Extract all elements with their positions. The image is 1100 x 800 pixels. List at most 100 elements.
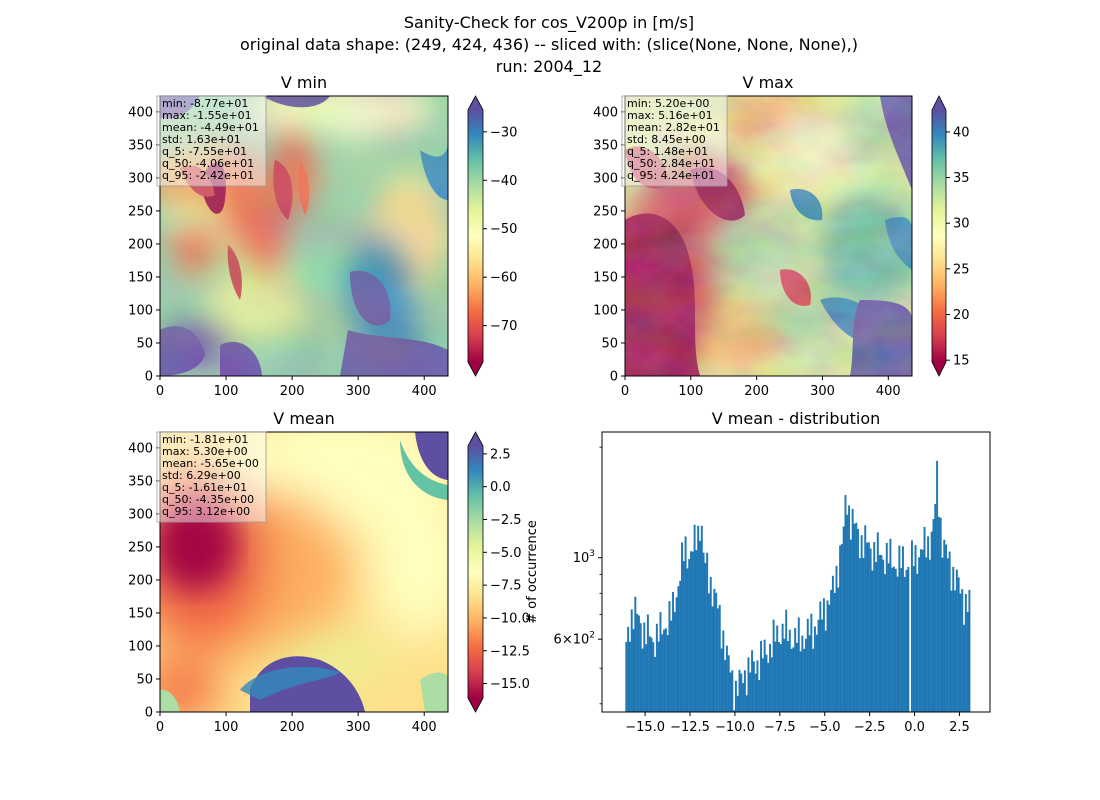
histogram-bar bbox=[882, 559, 885, 712]
histogram-bar bbox=[817, 619, 820, 712]
histogram-bar bbox=[760, 640, 763, 712]
y-tick-label: 200 bbox=[128, 237, 153, 252]
histogram-bar bbox=[673, 611, 676, 712]
histogram-bar bbox=[747, 657, 750, 712]
histogram-bar bbox=[941, 557, 944, 712]
panel-title: V min bbox=[281, 73, 327, 92]
plot-frame bbox=[159, 431, 449, 713]
histogram-bar bbox=[743, 670, 746, 712]
histogram-bar bbox=[745, 695, 748, 712]
histogram-bar bbox=[893, 566, 895, 712]
histogram-bar bbox=[869, 548, 872, 712]
colorbar-tick-label: 30 bbox=[953, 217, 970, 232]
stat-line: max: 5.30e+00 bbox=[162, 445, 248, 458]
histogram-bar bbox=[937, 516, 940, 712]
y-tick-label: 0 bbox=[610, 370, 618, 385]
histogram-bar bbox=[928, 559, 931, 712]
y-tick-label: 400 bbox=[128, 105, 153, 120]
histogram-bar bbox=[819, 601, 822, 712]
y-tick-label: 250 bbox=[128, 540, 153, 555]
y-tick-label: 400 bbox=[128, 441, 153, 456]
histogram-bar bbox=[670, 620, 673, 712]
x-tick-label: 400 bbox=[876, 384, 901, 399]
panel-title: V max bbox=[743, 73, 794, 92]
x-axis-ticks: 0 100 200 300 400 bbox=[156, 712, 437, 735]
histogram-bar bbox=[779, 644, 782, 712]
histogram-bar bbox=[954, 590, 957, 712]
histogram-bar bbox=[887, 563, 890, 712]
histogram-bar bbox=[844, 495, 847, 712]
histogram-bar bbox=[898, 545, 901, 712]
colorbar-tick-label: −2.5 bbox=[490, 513, 522, 528]
histogram-bar bbox=[756, 660, 759, 712]
colorbar-tick-label: 35 bbox=[953, 171, 970, 186]
histogram-bar bbox=[957, 577, 960, 712]
histogram-bar bbox=[711, 606, 714, 712]
histogram-bar bbox=[636, 613, 639, 712]
stat-line: max: 5.16e+01 bbox=[627, 109, 713, 122]
histogram-bar bbox=[774, 641, 777, 712]
histogram-bar bbox=[778, 642, 780, 712]
colorbar-tick-label: −40 bbox=[490, 174, 517, 189]
histogram-bar bbox=[914, 545, 917, 712]
histogram-bar bbox=[894, 568, 897, 712]
y-tick-label: 50 bbox=[601, 336, 618, 351]
histogram-bar bbox=[880, 555, 883, 712]
y-tick-label: 300 bbox=[128, 171, 153, 186]
histogram-bar bbox=[693, 524, 696, 712]
histogram-bar bbox=[790, 648, 793, 712]
histogram-bar bbox=[891, 567, 894, 712]
histogram-bar bbox=[900, 568, 903, 712]
histogram-bar bbox=[876, 532, 879, 712]
histogram-bar bbox=[769, 643, 772, 712]
histogram-bar bbox=[821, 619, 824, 712]
histogram-bar bbox=[916, 573, 919, 712]
colorbar-tick-label: 2.5 bbox=[490, 447, 511, 462]
colorbar-tick-label: −50 bbox=[490, 222, 517, 237]
x-tick-label: 200 bbox=[280, 384, 305, 399]
x-tick-label: 100 bbox=[214, 720, 239, 735]
x-tick-label: −15.0 bbox=[625, 720, 665, 735]
histogram-bar bbox=[695, 550, 698, 712]
colorbar-tick-label: 20 bbox=[953, 308, 970, 323]
histogram-bar bbox=[828, 604, 831, 712]
stat-line: mean: 2.82e+01 bbox=[627, 121, 720, 134]
histogram-bar bbox=[752, 661, 755, 712]
colorbar-tick-label: −70 bbox=[490, 319, 517, 334]
histogram-bar bbox=[758, 680, 761, 712]
x-tick-label: 100 bbox=[678, 384, 703, 399]
histogram-bar bbox=[684, 536, 687, 712]
y-axis-ticks: 0 50 100 150 200 250 300 350 400 bbox=[593, 105, 625, 385]
histogram-bar bbox=[643, 622, 646, 712]
histogram-bar bbox=[959, 593, 962, 712]
colorbar: −15.0 −12.5 −10.0 −7.5 −5.0 −2.5 0.0 2.5 bbox=[467, 431, 530, 713]
heatmap-image bbox=[160, 432, 448, 712]
histogram-bar bbox=[630, 609, 633, 712]
histogram-bar bbox=[846, 514, 849, 712]
x-tick-label: 300 bbox=[346, 384, 371, 399]
histogram-bar bbox=[628, 641, 631, 712]
colorbar-tick-label: −10.0 bbox=[490, 611, 530, 626]
histogram-bar bbox=[810, 613, 813, 712]
x-tick-label: 0 bbox=[156, 384, 164, 399]
y-tick-label: 0 bbox=[145, 370, 153, 385]
stat-line: max: -1.55e+01 bbox=[162, 109, 252, 122]
y-tick-label: 400 bbox=[593, 105, 618, 120]
histogram-bar bbox=[783, 638, 786, 712]
heatmap-image bbox=[160, 96, 448, 376]
histogram-bar bbox=[788, 629, 791, 712]
histogram-bar bbox=[864, 525, 867, 712]
histogram-bar bbox=[659, 612, 662, 712]
histogram-bar bbox=[655, 623, 658, 712]
y-tick-label: 200 bbox=[593, 237, 618, 252]
histogram-bar bbox=[955, 569, 958, 712]
histogram-bar bbox=[718, 604, 721, 712]
y-tick-label: 150 bbox=[593, 270, 618, 285]
colorbar-ticks: −70 −60 −50 −40 −30 bbox=[483, 125, 517, 334]
histogram-bar bbox=[664, 628, 667, 712]
histogram-bar bbox=[781, 623, 784, 712]
stat-line: q_50: -4.35e+00 bbox=[162, 493, 254, 506]
x-tick-label: 0.0 bbox=[904, 720, 925, 735]
histogram-bar bbox=[866, 542, 869, 712]
